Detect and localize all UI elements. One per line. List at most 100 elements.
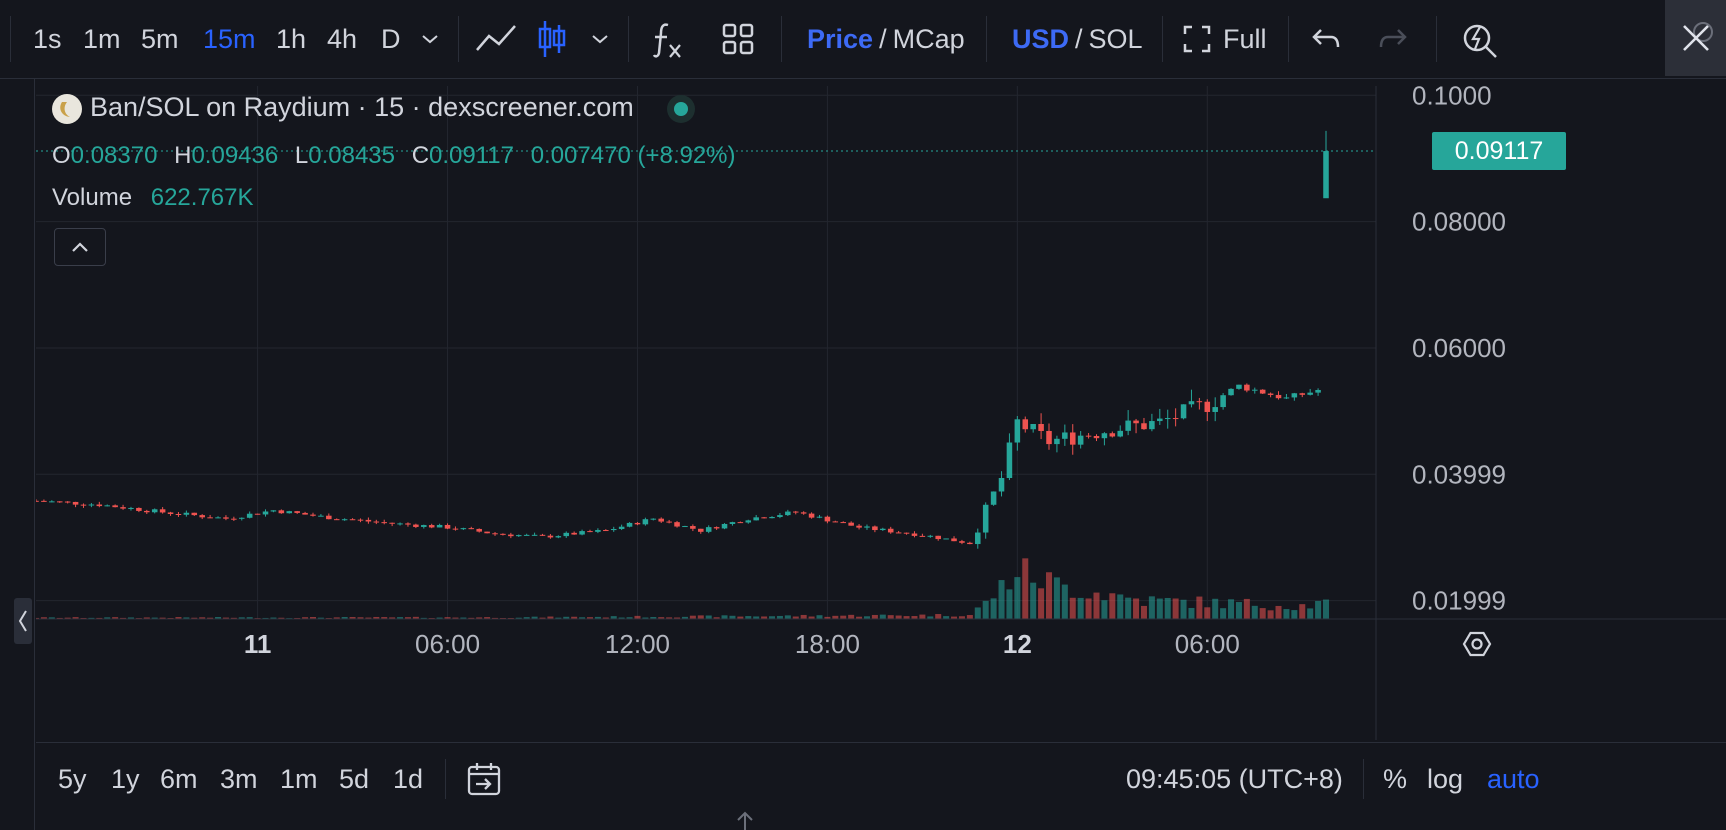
- fullscreen-button[interactable]: Full: [1183, 0, 1267, 78]
- settings-hex-icon[interactable]: [1462, 631, 1492, 657]
- range-3m-button[interactable]: 3m: [220, 763, 258, 794]
- time-tick-label: 11: [244, 629, 272, 659]
- fullscreen-icon: [1183, 25, 1211, 53]
- usd-option[interactable]: USD: [1012, 23, 1070, 54]
- volume-bar: [713, 617, 720, 619]
- candle-body: [1220, 395, 1226, 408]
- range-1m-button[interactable]: 1m: [280, 763, 318, 794]
- volume-bar: [618, 617, 625, 619]
- volume-bar: [769, 616, 776, 619]
- volume-bar: [784, 615, 791, 619]
- usd-sol-toggle[interactable]: USD / SOL: [1012, 0, 1143, 78]
- candle-body: [713, 527, 720, 529]
- percent-toggle[interactable]: %: [1383, 763, 1408, 794]
- candlestick-icon[interactable]: [537, 0, 567, 78]
- quick-search-icon[interactable]: [1460, 0, 1500, 78]
- price-chart[interactable]: 0.1000 0.08000 0.06000 0.03999 0.01999 11 06:…: [36, 86, 1726, 740]
- interval-4h-button[interactable]: 4h: [327, 23, 358, 54]
- interval-1m-button[interactable]: 1m: [83, 23, 121, 54]
- interval-1s-button[interactable]: 1s: [33, 23, 62, 54]
- volume-bar: [96, 617, 103, 619]
- candle-body: [444, 524, 451, 529]
- indicators-fx-icon[interactable]: [652, 0, 684, 78]
- sol-option[interactable]: SOL: [1088, 23, 1143, 54]
- price-mcap-toggle[interactable]: Price / MCap: [807, 0, 965, 78]
- volume-bar: [563, 616, 570, 619]
- candle-body: [1149, 421, 1155, 430]
- clock-time[interactable]: 09:45:05 (UTC+8): [1126, 763, 1343, 794]
- range-6m-button[interactable]: 6m: [160, 763, 198, 794]
- candle-body: [310, 514, 316, 516]
- candle-body: [785, 511, 791, 516]
- volume-bar: [1125, 597, 1132, 619]
- candle-body: [1022, 419, 1029, 430]
- volume-bar: [80, 617, 87, 619]
- range-1y-button[interactable]: 1y: [111, 763, 140, 794]
- candle-body: [460, 528, 467, 530]
- volume-bar: [460, 617, 467, 619]
- range-1d-button[interactable]: 1d: [393, 763, 424, 794]
- volume-bar: [1180, 599, 1187, 619]
- candle-body: [824, 516, 831, 522]
- volume-value: 622.767K: [150, 184, 254, 211]
- candle-body: [159, 509, 166, 513]
- goto-date-icon[interactable]: [466, 743, 502, 815]
- candle-body: [1299, 393, 1306, 395]
- collapse-left-handle[interactable]: [14, 598, 32, 644]
- candle-body: [262, 511, 269, 515]
- price-axis[interactable]: 0.1000 0.08000 0.06000 0.03999 0.01999: [1412, 86, 1506, 616]
- volume-bar: [317, 617, 324, 619]
- candle-body: [36, 500, 39, 502]
- volume-bar: [927, 616, 934, 619]
- volume-bar: [476, 617, 483, 619]
- mcap-option[interactable]: MCap: [892, 23, 965, 54]
- volume-bar: [1299, 604, 1306, 619]
- candle-body: [1014, 419, 1021, 443]
- settings-close-button[interactable]: [1665, 0, 1726, 76]
- candle-body: [207, 517, 213, 519]
- candle-body: [650, 518, 657, 520]
- candle-body: [1188, 401, 1195, 405]
- undo-icon[interactable]: [1311, 0, 1341, 78]
- toolbar-separator: [781, 16, 782, 62]
- volume-bar: [278, 617, 285, 619]
- time-tick-label: 06:00: [415, 629, 480, 659]
- toolbar-separator: [628, 16, 629, 62]
- line-chart-icon[interactable]: [475, 0, 519, 78]
- redo-icon[interactable]: [1378, 0, 1408, 78]
- interval-5m-button[interactable]: 5m: [141, 23, 179, 54]
- candle-body: [215, 517, 221, 519]
- interval-15m-button[interactable]: 15m: [203, 23, 256, 54]
- layout-grid-icon[interactable]: [722, 0, 754, 78]
- price-option[interactable]: Price: [807, 23, 874, 54]
- range-5y-button[interactable]: 5y: [58, 763, 87, 794]
- volume-key: Volume: [52, 184, 133, 211]
- volume-bar: [990, 598, 997, 619]
- volume-bar: [919, 614, 926, 619]
- legend-collapse-button[interactable]: [54, 228, 106, 266]
- chart-type-chevron-down-icon[interactable]: [590, 0, 610, 78]
- candle-body: [476, 528, 482, 532]
- auto-toggle[interactable]: auto: [1487, 763, 1540, 794]
- resize-handle-icon[interactable]: [730, 810, 760, 830]
- open-key: O: [52, 142, 71, 169]
- volume-bar: [879, 614, 886, 619]
- volume-bar: [40, 617, 47, 619]
- candle-body: [238, 517, 245, 519]
- candle-body: [705, 527, 712, 532]
- volume-bar: [1172, 598, 1179, 619]
- volume-bar: [626, 617, 633, 619]
- range-5d-button[interactable]: 5d: [339, 763, 370, 794]
- volume-bar: [215, 617, 222, 619]
- interval-chevron-down-icon[interactable]: [420, 0, 440, 78]
- interval-1h-button[interactable]: 1h: [276, 23, 307, 54]
- time-axis[interactable]: 11 06:00 12:00 18:00 12 06:00: [244, 629, 1240, 659]
- log-toggle[interactable]: log: [1427, 763, 1464, 794]
- candle-body: [761, 517, 767, 519]
- interval-d-button[interactable]: D: [381, 23, 401, 54]
- candle-body: [1307, 392, 1313, 395]
- volume-bar: [579, 617, 586, 619]
- chevron-left-icon[interactable]: [18, 610, 27, 632]
- volume-bar: [373, 616, 380, 619]
- volume-bar: [349, 617, 356, 619]
